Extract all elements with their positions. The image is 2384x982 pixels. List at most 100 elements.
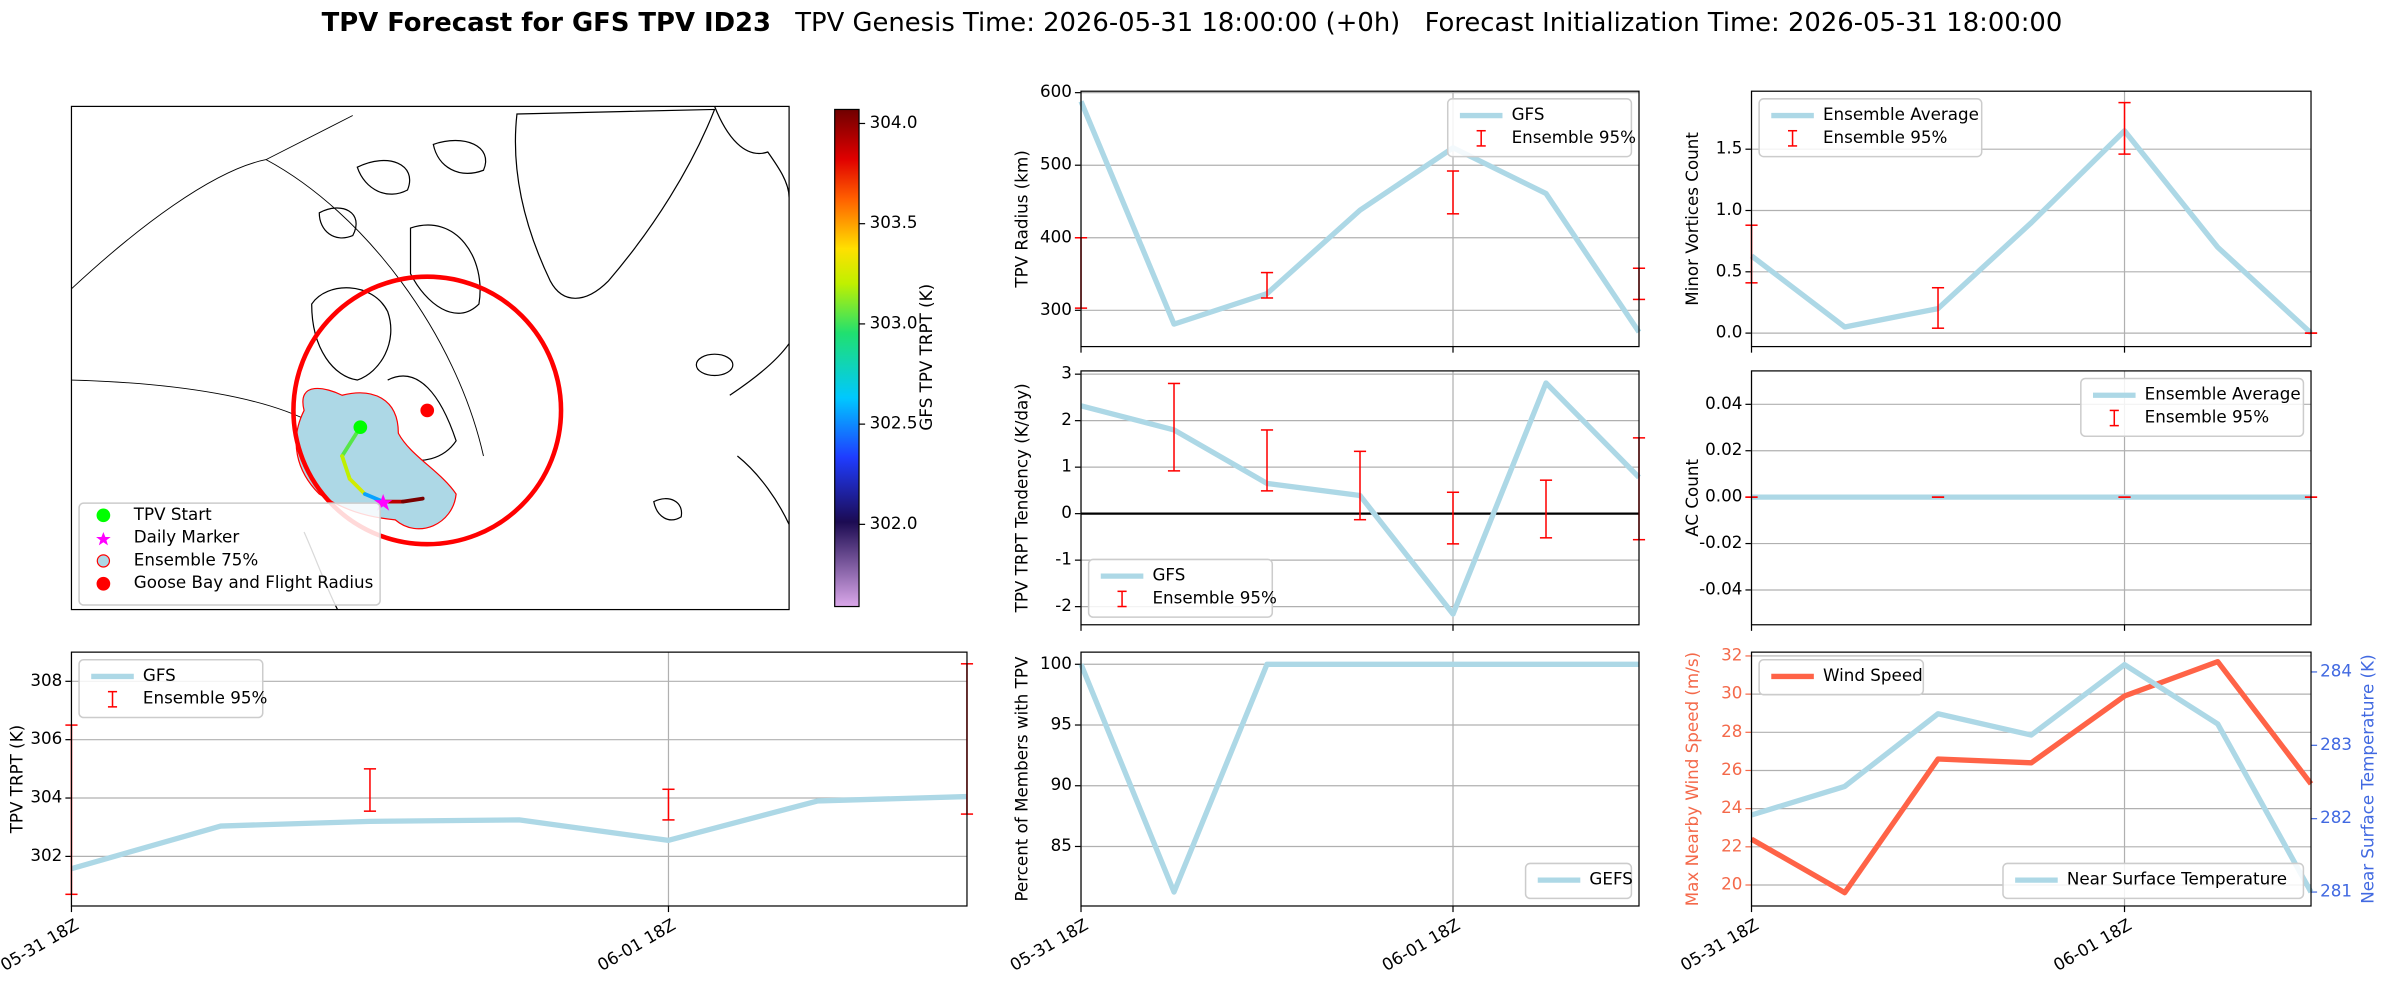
y-tick-label: 2	[1061, 409, 1072, 429]
y-axis-label: TPV TRPT Tendency (K/day)	[1012, 383, 1032, 613]
colorbar-tick-label: 303.5	[870, 212, 918, 232]
y-tick-label: 22	[1721, 835, 1742, 855]
y-tick-label: 0.00	[1705, 486, 1742, 506]
legend-box	[1758, 658, 1925, 696]
error-bar	[1446, 170, 1460, 215]
y-tick-label: 0.02	[1705, 439, 1742, 459]
y-axis-label: Minor Vortices Count	[1682, 132, 1702, 306]
data-line	[1750, 659, 2314, 896]
title-main: TPV Forecast for GFS TPV ID23	[322, 7, 771, 37]
y-tick-label: 26	[1721, 759, 1742, 779]
legend-label: Ensemble 75%	[134, 549, 258, 569]
legend-label: Ensemble 95%	[1152, 587, 1276, 607]
x-tick-label: 06-01 18Z	[594, 914, 679, 975]
map-legend-box	[78, 502, 381, 606]
data-line	[1078, 100, 1642, 334]
colorbar-tick-label: 302.5	[870, 413, 918, 433]
y-tick-label: 1.5	[1716, 138, 1743, 158]
y-tick-label: 85	[1051, 835, 1072, 855]
y2-axis-label: Near Surface Temperature (K)	[2357, 654, 2377, 903]
goose-bay	[420, 403, 435, 418]
error-bar	[1353, 450, 1367, 521]
y-tick-label: 100	[1040, 653, 1072, 673]
y-tick-label: 1.0	[1716, 199, 1743, 219]
figure-title: TPV Forecast for GFS TPV ID23 TPV Genesis…	[322, 7, 2063, 37]
x-tick-label: 06-01 18Z	[2050, 914, 2135, 975]
plot-frame	[1080, 90, 1640, 348]
y-tick-label: 0.0	[1716, 322, 1743, 342]
title-genesis: TPV Genesis Time: 2026-05-31 18:00:00 (+…	[794, 7, 1400, 37]
y-tick-label: 1	[1061, 456, 1072, 476]
x-tick-label: 05-31 18Z	[1006, 914, 1091, 975]
y-tick-label: 308	[30, 670, 62, 690]
error-bar	[1539, 479, 1553, 539]
y-tick-label: 3	[1061, 363, 1072, 383]
track-segment	[401, 496, 425, 504]
legend-label: Near Surface Temperature	[2067, 869, 2287, 889]
colorbar-tick-label: 302.0	[870, 513, 918, 533]
error-bar	[1167, 382, 1181, 472]
x-tick-label: 05-31 18Z	[1677, 914, 1762, 975]
y-tick-label: -1	[1055, 549, 1072, 569]
legend-marker	[96, 508, 111, 523]
y-axis-label: TPV TRPT (K)	[7, 725, 27, 834]
map-frame	[70, 105, 790, 611]
map: TPV Start Daily Marker Ensemble 75% Goos…	[71, 106, 790, 610]
plot-frame	[1750, 90, 2312, 348]
y-tick-label: 600	[1040, 81, 1072, 101]
legend-label: Daily Marker	[134, 527, 240, 547]
y-tick-label: 302	[30, 845, 62, 865]
legend-label: TPV Start	[133, 504, 212, 524]
flight-radius	[291, 274, 564, 547]
error-bar	[1260, 271, 1274, 299]
legend-label: Ensemble Average	[1823, 104, 1979, 124]
legend-box	[2002, 862, 2305, 900]
y-tick-label: 90	[1051, 774, 1072, 794]
y-tick-label: 30	[1721, 683, 1742, 703]
data-line	[1750, 661, 2314, 894]
legend-marker	[96, 532, 111, 546]
y-tick-label: 95	[1051, 714, 1072, 734]
y-tick-label: 500	[1040, 154, 1072, 174]
y-tick-label: 24	[1721, 797, 1742, 817]
y-axis-label: Percent of Members with TPV	[1012, 656, 1032, 902]
error-bar	[1260, 429, 1274, 492]
legend-label: Ensemble 95%	[143, 688, 267, 708]
title-init: Forecast Initialization Time: 2026-05-31…	[1425, 7, 2063, 37]
y-axis-label: TPV Radius (km)	[1012, 150, 1032, 288]
colorbar-label: GFS TPV TRPT (K)	[916, 284, 936, 431]
legend-label: Ensemble Average	[2145, 384, 2301, 404]
legend-box	[1758, 98, 1983, 158]
plot-frame	[1080, 370, 1640, 626]
track-segment	[347, 476, 367, 496]
legend-label: Ensemble 95%	[2145, 407, 2269, 427]
y-axis-label: Max Nearby Wind Speed (m/s)	[1682, 652, 1702, 906]
y-tick-label: 20	[1721, 873, 1742, 893]
legend-label: Wind Speed	[1823, 665, 1923, 685]
legend-box	[2080, 377, 2305, 438]
x-tick-label: 06-01 18Z	[1378, 914, 1463, 975]
legend-marker	[96, 554, 111, 568]
legend-label: GFS	[1152, 565, 1185, 585]
plot-frame	[70, 651, 968, 907]
plot-frame	[1080, 651, 1640, 907]
legend-label: GFS	[1512, 104, 1545, 124]
error-bar	[1446, 491, 1460, 545]
data-line	[70, 793, 968, 872]
legend-label: Ensemble 95%	[1823, 127, 1947, 147]
y-tick-label: 400	[1040, 226, 1072, 246]
y-tick-label: 306	[30, 728, 62, 748]
y-tick-label: 28	[1721, 721, 1742, 741]
y-tick-label: 0.04	[1705, 393, 1742, 413]
y-tick-label: -2	[1055, 595, 1072, 615]
y2-tick-label: 282	[2320, 807, 2352, 827]
y2-tick-label: 281	[2320, 881, 2352, 901]
legend-label: Ensemble 95%	[1512, 127, 1636, 147]
plot-frame	[1750, 370, 2312, 626]
error-bar	[1931, 286, 1945, 329]
colorbar-tick-label: 304.0	[870, 112, 918, 132]
track-segment	[340, 454, 352, 481]
error-bar	[363, 768, 377, 812]
